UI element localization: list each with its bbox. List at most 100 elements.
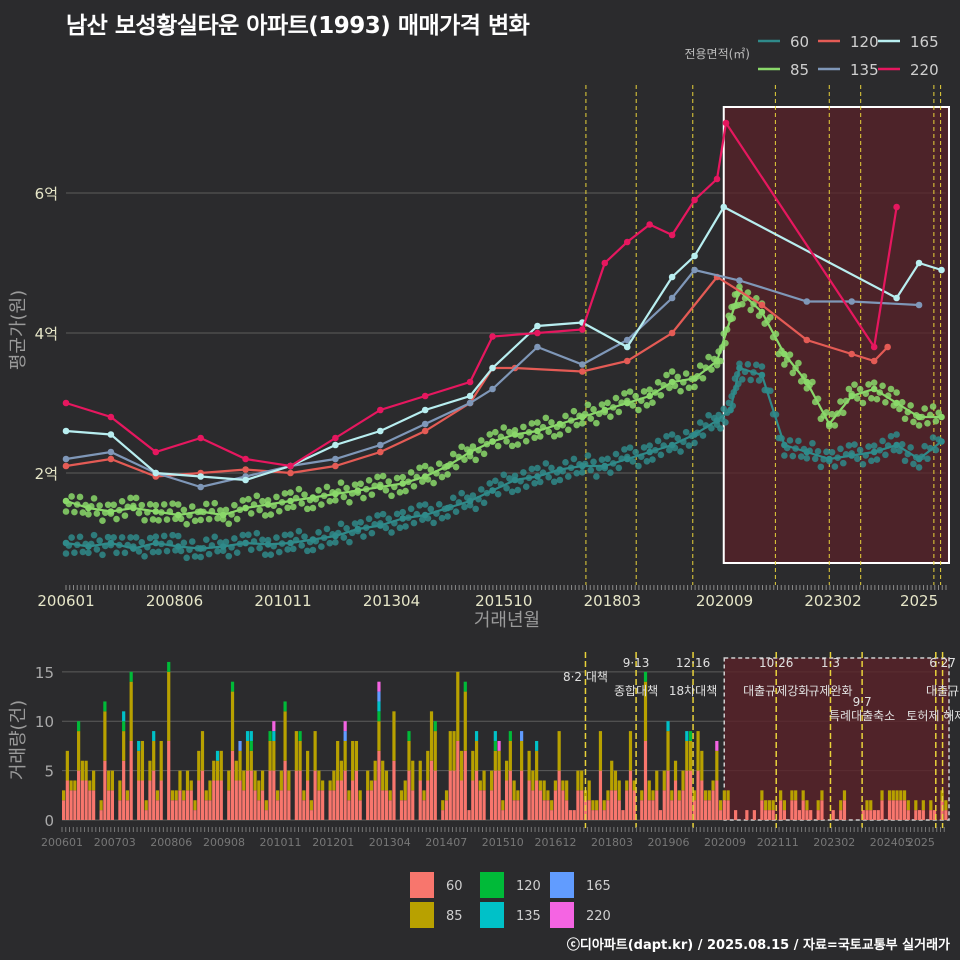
data-point-85 xyxy=(211,499,219,507)
data-point-60 xyxy=(231,535,238,542)
legend-label-165: 165 xyxy=(586,879,611,894)
data-point-60 xyxy=(346,538,353,546)
data-point-120 xyxy=(803,336,811,344)
data-point-85 xyxy=(163,516,171,523)
volume-bar-85 xyxy=(505,760,509,781)
volume-bar-85 xyxy=(531,770,535,791)
volume-bar-60 xyxy=(617,800,621,820)
volume-bar-85 xyxy=(193,800,197,811)
legend-label-85: 85 xyxy=(446,909,463,924)
data-point-135 xyxy=(803,298,811,305)
data-point-60 xyxy=(219,543,227,550)
volume-bar-60 xyxy=(685,770,689,820)
data-point-85 xyxy=(587,415,595,422)
data-point-85 xyxy=(870,379,878,387)
data-point-60 xyxy=(915,455,923,463)
volume-bar-60 xyxy=(944,810,948,820)
volume-bar-85 xyxy=(602,800,606,811)
data-point-165 xyxy=(376,427,384,435)
data-point-85 xyxy=(489,438,496,445)
data-point-85 xyxy=(309,494,317,501)
volume-bar-60 xyxy=(865,810,869,820)
data-point-60 xyxy=(705,411,712,419)
data-point-85 xyxy=(152,508,160,515)
volume-bar-85 xyxy=(598,731,603,771)
volume-bar-85 xyxy=(65,750,69,781)
legend-label-220: 220 xyxy=(586,909,611,924)
volume-bar-135 xyxy=(272,731,276,741)
policy-label: 1·3 xyxy=(821,656,840,670)
volume-bar-120 xyxy=(230,681,235,692)
data-point-120 xyxy=(758,301,766,309)
volume-bar-60 xyxy=(343,770,347,820)
data-point-85 xyxy=(231,501,238,509)
data-point-85 xyxy=(910,418,917,426)
volume-bar-85 xyxy=(790,790,794,801)
volume-bar-60 xyxy=(677,800,681,820)
data-point-60 xyxy=(548,464,555,472)
volume-bar-60 xyxy=(647,800,651,820)
x-tick-label: 200601 xyxy=(41,836,83,849)
data-point-85 xyxy=(713,357,721,365)
data-point-85 xyxy=(340,493,348,501)
volume-bar-60 xyxy=(707,800,711,820)
volume-bar-60 xyxy=(204,800,208,820)
volume-bar-60 xyxy=(872,810,877,820)
data-point-85 xyxy=(343,484,350,492)
data-point-60 xyxy=(587,466,595,474)
volume-bar-85 xyxy=(399,790,404,801)
data-point-60 xyxy=(480,499,488,507)
volume-bar-85 xyxy=(535,750,539,781)
data-point-60 xyxy=(376,522,384,529)
data-point-85 xyxy=(385,478,393,485)
volume-bar-60 xyxy=(137,780,141,820)
volume-bar-85 xyxy=(767,800,771,811)
data-point-120 xyxy=(242,466,249,473)
volume-bar-60 xyxy=(298,770,302,820)
data-point-220 xyxy=(332,434,339,442)
volume-bar-85 xyxy=(317,770,321,791)
volume-bar-60 xyxy=(474,770,479,820)
volume-bar-85 xyxy=(275,790,280,801)
data-point-60 xyxy=(795,437,802,445)
data-point-85 xyxy=(579,413,586,421)
data-point-60 xyxy=(738,376,746,383)
data-point-85 xyxy=(809,378,816,386)
volume-bar-220 xyxy=(272,721,276,732)
data-point-85 xyxy=(174,501,182,508)
data-point-85 xyxy=(511,431,519,438)
data-point-60 xyxy=(691,439,698,447)
data-point-85 xyxy=(304,505,311,513)
legend-label-120: 120 xyxy=(850,33,879,51)
data-point-85 xyxy=(635,406,642,414)
data-point-85 xyxy=(138,501,146,509)
volume-bar-120 xyxy=(298,731,302,741)
data-point-165 xyxy=(668,273,676,281)
data-point-60 xyxy=(284,546,291,553)
volume-bar-60 xyxy=(279,790,283,820)
data-point-60 xyxy=(744,361,752,368)
data-point-85 xyxy=(121,512,129,519)
legend-swatch-165 xyxy=(550,872,574,898)
volume-bar-220 xyxy=(497,740,501,751)
data-point-85 xyxy=(727,315,734,323)
data-point-85 xyxy=(284,504,291,512)
volume-bar-85 xyxy=(805,800,809,811)
volume-bar-60 xyxy=(467,810,471,820)
data-point-60 xyxy=(197,545,204,552)
data-point-60 xyxy=(545,473,552,481)
volume-bar-60 xyxy=(140,780,145,820)
data-point-85 xyxy=(337,479,345,486)
volume-bar-85 xyxy=(501,800,505,811)
data-point-85 xyxy=(452,463,460,471)
data-point-85 xyxy=(848,392,856,400)
data-point-60 xyxy=(556,466,564,473)
volume-bar-60 xyxy=(69,790,73,820)
data-point-60 xyxy=(368,529,376,537)
data-point-85 xyxy=(845,385,853,393)
data-point-165 xyxy=(938,266,945,274)
data-point-85 xyxy=(461,456,468,464)
volume-bar-60 xyxy=(193,810,197,820)
data-point-85 xyxy=(287,489,294,496)
data-point-85 xyxy=(803,378,811,386)
